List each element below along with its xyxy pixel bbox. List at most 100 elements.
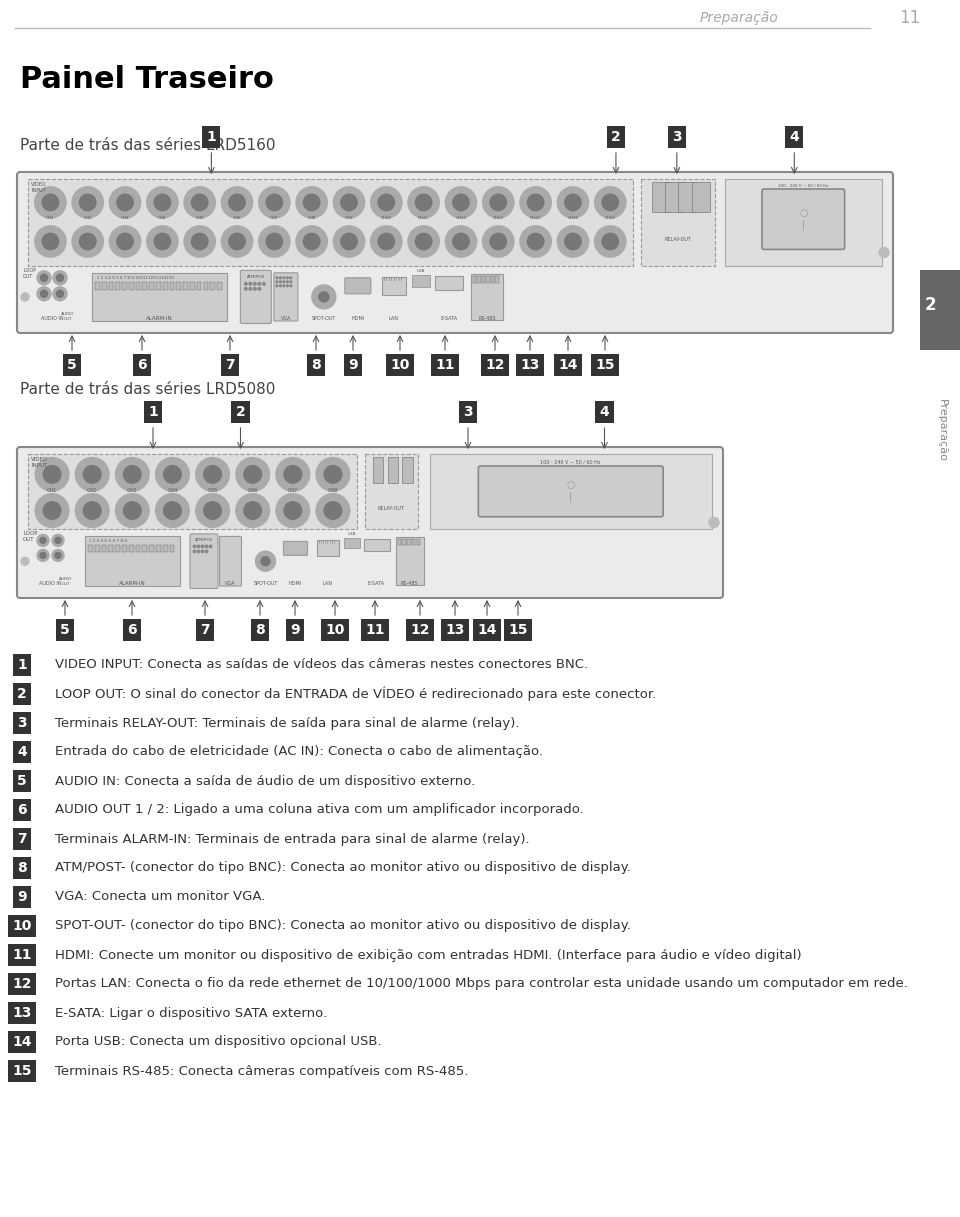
Text: VIDEO INPUT: Conecta as saídas de vídeos das câmeras nestes conectores BNC.: VIDEO INPUT: Conecta as saídas de vídeos… [55, 658, 588, 672]
Circle shape [204, 466, 222, 483]
Circle shape [244, 501, 261, 520]
Text: HDMI: HDMI [351, 316, 365, 321]
Circle shape [279, 281, 281, 282]
Circle shape [198, 550, 200, 553]
Circle shape [72, 226, 104, 257]
Text: Preparação: Preparação [700, 11, 779, 26]
Circle shape [52, 549, 64, 561]
Bar [129, 282, 133, 290]
Circle shape [37, 549, 49, 561]
Circle shape [55, 538, 61, 544]
Circle shape [594, 226, 626, 257]
Circle shape [371, 226, 402, 257]
Text: 14: 14 [477, 623, 496, 636]
FancyBboxPatch shape [478, 466, 663, 517]
Text: 8: 8 [311, 358, 321, 372]
Text: Terminais RS-485: Conecta câmeras compatíveis com RS-485.: Terminais RS-485: Conecta câmeras compat… [55, 1065, 468, 1077]
Circle shape [283, 281, 285, 282]
Text: 4: 4 [600, 405, 610, 419]
Text: 10: 10 [391, 358, 410, 372]
Circle shape [312, 285, 336, 309]
Circle shape [75, 494, 109, 527]
Circle shape [266, 234, 282, 249]
Text: HDMI: Conecte um monitor ou dispositivo de exibição com entradas HDMI. (Interfac: HDMI: Conecte um monitor ou dispositivo … [55, 948, 802, 961]
Circle shape [324, 501, 342, 520]
Bar [920, 270, 960, 350]
Text: AUDIO OUT 1 / 2: Ligado a uma coluna ativa com um amplificador incorporado.: AUDIO OUT 1 / 2: Ligado a uma coluna ati… [55, 803, 584, 817]
Bar [412, 275, 430, 287]
Text: 12: 12 [410, 623, 430, 636]
Text: 6: 6 [127, 623, 137, 636]
Circle shape [155, 234, 171, 249]
Bar [470, 274, 503, 320]
Circle shape [564, 234, 581, 249]
Circle shape [266, 195, 282, 211]
Text: CH2: CH2 [87, 488, 97, 493]
Bar [691, 183, 709, 213]
Text: 1: 1 [148, 405, 157, 419]
FancyBboxPatch shape [345, 277, 371, 293]
Text: ALARM-IN: ALARM-IN [146, 316, 173, 321]
Text: CH4: CH4 [158, 217, 166, 220]
Bar [417, 539, 420, 545]
Bar [482, 276, 486, 282]
Bar [190, 282, 195, 290]
Text: RELAY-OUT: RELAY-OUT [378, 506, 405, 511]
FancyBboxPatch shape [220, 537, 242, 587]
Circle shape [155, 195, 171, 211]
Circle shape [191, 195, 208, 211]
Circle shape [205, 550, 207, 553]
Circle shape [84, 466, 101, 483]
Text: CH3: CH3 [127, 488, 137, 493]
Circle shape [249, 282, 252, 285]
Circle shape [124, 466, 141, 483]
FancyBboxPatch shape [240, 270, 272, 324]
Circle shape [253, 282, 256, 285]
Bar [388, 458, 398, 483]
Text: 13: 13 [12, 1006, 32, 1020]
Bar [170, 282, 175, 290]
Circle shape [319, 292, 329, 302]
Circle shape [279, 277, 281, 279]
Bar [85, 537, 180, 587]
Bar [396, 538, 423, 585]
Bar [102, 545, 107, 553]
Text: CH7: CH7 [288, 488, 298, 493]
Text: Entrada do cabo de eletricidade (AC IN): Conecta o cabo de alimentação.: Entrada do cabo de eletricidade (AC IN):… [55, 746, 543, 758]
Circle shape [316, 458, 349, 492]
Bar [135, 545, 140, 553]
Text: 13: 13 [520, 358, 540, 372]
Text: 1 2 3 4 G 5 6 7 8 G: 1 2 3 4 G 5 6 7 8 G [89, 539, 128, 544]
Text: 11: 11 [900, 9, 921, 27]
Circle shape [276, 285, 277, 287]
Text: RS-485: RS-485 [400, 581, 419, 587]
Circle shape [75, 458, 109, 492]
Bar [108, 282, 113, 290]
Text: ATM/POS: ATM/POS [195, 538, 213, 543]
Text: CH5: CH5 [196, 217, 204, 220]
Circle shape [453, 195, 469, 211]
Text: AUDIO IN: Conecta a saída de áudio de um dispositivo externo.: AUDIO IN: Conecta a saída de áudio de um… [55, 774, 475, 787]
Text: 6: 6 [137, 358, 147, 372]
Circle shape [378, 234, 395, 249]
Text: 11: 11 [435, 358, 455, 372]
Text: 10: 10 [12, 919, 32, 933]
Bar [115, 545, 120, 553]
Text: 10: 10 [325, 623, 345, 636]
Bar [402, 458, 413, 483]
Bar [92, 273, 227, 321]
Circle shape [163, 466, 181, 483]
FancyBboxPatch shape [274, 273, 298, 321]
Text: 2: 2 [924, 296, 936, 314]
Text: 5: 5 [17, 774, 27, 787]
Bar [122, 282, 127, 290]
Circle shape [228, 195, 245, 211]
Text: Portas LAN: Conecta o fio da rede ethernet de 10/100/1000 Mbps para controlar es: Portas LAN: Conecta o fio da rede ethern… [55, 977, 908, 991]
Circle shape [156, 494, 189, 527]
Circle shape [258, 287, 261, 290]
Text: Terminais RELAY-OUT: Terminais de saída para sinal de alarme (relay).: Terminais RELAY-OUT: Terminais de saída … [55, 717, 519, 729]
Circle shape [222, 186, 252, 218]
Bar [204, 282, 208, 290]
Circle shape [284, 501, 301, 520]
Text: Parte de trás das séries LRD5160: Parte de trás das séries LRD5160 [20, 138, 276, 152]
